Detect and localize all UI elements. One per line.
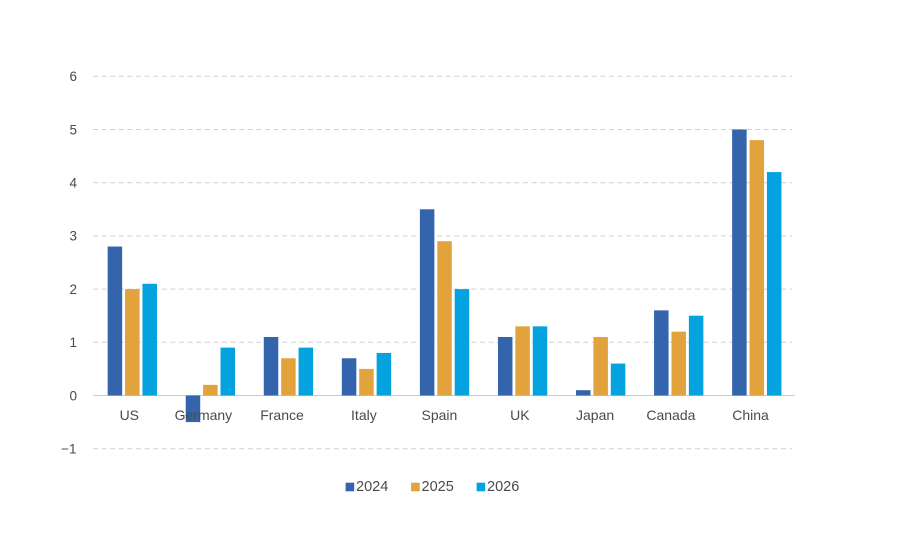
svg-text:France: France xyxy=(260,407,304,423)
svg-text:2: 2 xyxy=(69,282,77,297)
svg-text:2026: 2026 xyxy=(487,479,519,495)
svg-text:5: 5 xyxy=(69,122,77,137)
svg-text:Spain: Spain xyxy=(421,407,457,423)
svg-text:China: China xyxy=(732,407,769,423)
svg-text:4: 4 xyxy=(69,176,77,191)
svg-text:US: US xyxy=(120,407,139,423)
svg-text:3: 3 xyxy=(69,229,77,244)
svg-text:0: 0 xyxy=(69,388,77,403)
svg-text:2025: 2025 xyxy=(422,479,454,495)
svg-text:1: 1 xyxy=(69,335,77,350)
svg-text:Italy: Italy xyxy=(351,407,377,423)
svg-text:−1: −1 xyxy=(61,442,76,457)
svg-text:Japan: Japan xyxy=(576,407,614,423)
svg-text:UK: UK xyxy=(510,407,530,423)
svg-text:Canada: Canada xyxy=(646,407,695,423)
svg-text:Germany: Germany xyxy=(175,407,233,423)
svg-text:2024: 2024 xyxy=(356,479,388,495)
svg-text:6: 6 xyxy=(69,69,77,84)
